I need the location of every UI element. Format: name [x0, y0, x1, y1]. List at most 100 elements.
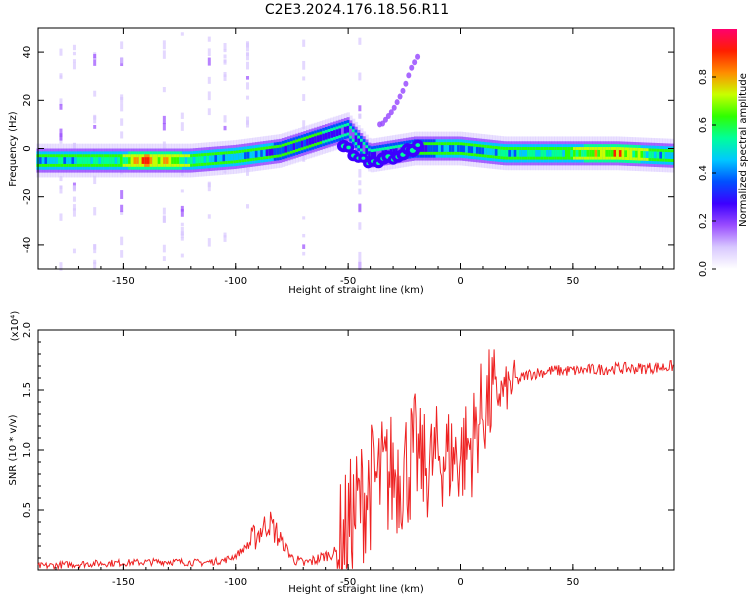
spectrogram-noise-cell: [223, 49, 227, 53]
spectrogram-band-cell: [241, 152, 245, 160]
spectrogram-noise-cell: [59, 133, 63, 141]
spectrogram-band-cell: [354, 135, 359, 143]
spectrogram-noise-cell: [93, 90, 97, 97]
spectrogram-band-cell: [284, 145, 288, 153]
spectrogram-noise-cell: [120, 94, 124, 100]
spectrogram-noise-cell: [180, 208, 184, 217]
spectrogram-band-cell: [368, 151, 372, 159]
spectrogram-band-cell: [435, 145, 439, 152]
spectrogram-noise-cell: [207, 182, 211, 192]
spectrogram-noise-cell: [162, 207, 166, 215]
spectrogram-band-cell: [427, 145, 431, 152]
spectrogram-band-cell: [217, 154, 221, 162]
spectrogram-noise-cell: [93, 57, 97, 66]
spectrogram-band-cell: [130, 157, 135, 164]
spectrogram-noise-cell: [302, 39, 306, 47]
spectrogram-branch-blob: [346, 145, 351, 150]
spectrogram-band-cell: [486, 148, 491, 155]
spectrogram-noise-cell: [358, 222, 362, 230]
spectrogram-y-tick-label: -20: [22, 189, 33, 205]
spectrogram-noise-cell: [59, 176, 63, 182]
spectrogram-noise-cell: [120, 190, 124, 199]
spectrogram-band-cell: [168, 157, 172, 164]
spectrogram-band-cell: [39, 157, 43, 164]
spectrogram-band-cell: [373, 151, 377, 159]
spectrogram-upper-trace: [397, 93, 403, 100]
spectrogram-band-cell: [208, 155, 213, 163]
spectrogram-noise-cell: [162, 244, 166, 253]
spectrogram-band-cell: [440, 145, 445, 152]
spectrogram-band-cell: [581, 149, 585, 157]
spectrogram-band-cell: [49, 157, 54, 164]
spectrogram-band-cell: [443, 145, 448, 152]
spectrogram-y-tick-label: -40: [22, 237, 33, 253]
spectrogram-band-cell: [41, 157, 46, 164]
spectrogram-band-cell: [71, 157, 75, 164]
spectrogram-band-cell: [543, 149, 547, 157]
spectrogram-upper-trace: [388, 109, 394, 116]
spectrogram-noise-cell: [358, 72, 362, 81]
spectrogram-band-cell: [136, 157, 140, 164]
spectrogram-noise-cell: [246, 42, 250, 52]
spectrogram-band-cell: [583, 149, 588, 157]
spectrogram-band-cell: [424, 145, 429, 152]
spectrogram-band-cell: [594, 149, 599, 157]
spectrogram-noise-cell: [59, 185, 63, 194]
spectrogram-noise-cell: [223, 43, 227, 51]
spectrogram-band-cell: [524, 149, 528, 157]
spectrogram-upper-trace: [385, 113, 391, 120]
spectrogram-band-cell: [268, 148, 272, 156]
spectrogram-noise-cell: [223, 54, 227, 59]
spectrogram-x-tick-label: 0: [457, 276, 463, 287]
spectrogram-band-cell: [635, 150, 639, 158]
spectrogram-noise-cell: [358, 251, 362, 260]
spectrogram-noise-cell: [72, 62, 76, 70]
spectrogram-noise-cell: [93, 114, 97, 124]
spectrogram-band-cell: [462, 145, 466, 153]
spectrogram-upper-trace: [406, 72, 412, 79]
spectrogram-band-cell: [84, 157, 89, 164]
spectrogram-band-cell: [157, 157, 162, 164]
spectrogram-y-tick-label: 40: [22, 46, 33, 59]
snr-x-axis: -150 -100 -50 0 50: [55, 330, 664, 588]
snr-x-tick-label: -150: [112, 577, 135, 588]
spectrogram-band-cell: [351, 132, 356, 139]
spectrogram-noise-cell: [302, 120, 306, 130]
spectrogram-band-cell: [179, 157, 183, 164]
spectrogram-band-cell: [111, 157, 116, 164]
spectrogram-band-cell: [591, 149, 596, 157]
spectrogram-band-cell: [128, 157, 132, 164]
spectrogram-noise-cell: [162, 50, 166, 59]
spectrogram-band-cell: [516, 149, 520, 157]
spectrogram-band-cell: [289, 144, 294, 151]
spectrogram-noise-cell: [59, 98, 63, 106]
spectrogram-band-cell: [165, 157, 170, 164]
spectrogram-noise-cell: [223, 59, 227, 63]
spectrogram-band-cell: [508, 149, 512, 157]
spectrogram-band-cell: [556, 149, 561, 157]
spectrogram-band-cell: [125, 157, 129, 164]
spectrogram-band-cell: [360, 141, 364, 149]
spectrogram-band-cell: [597, 149, 601, 157]
spectrogram-band-cell: [664, 152, 669, 159]
spectrogram-noise-cell: [120, 204, 124, 213]
spectrogram-noise-cell: [72, 248, 76, 254]
spectrogram-band-cell: [511, 149, 515, 157]
spectrogram-band-cell: [454, 145, 458, 152]
spectrogram-band-cell: [505, 149, 510, 157]
snr-panel: -150 -100 -50 0 50 0.5 1.0 1.5 2.0 Height of st…: [8, 311, 675, 595]
spectrogram-band-cell: [271, 148, 275, 156]
spectrogram-noise-cell: [246, 204, 250, 209]
snr-x-tick-label: 0: [457, 577, 463, 588]
spectrogram-band-cell: [608, 149, 612, 157]
snr-scale-label: (x10⁴): [10, 311, 21, 342]
spectrogram-noise-cell: [120, 56, 124, 64]
spectrogram-band-cell: [295, 142, 299, 150]
snr-y-tick-label: 1.5: [22, 382, 33, 398]
spectrogram-band-cell: [103, 157, 108, 164]
snr-y-axis: 0.5 1.0 1.5 2.0: [22, 322, 674, 559]
colorbar-tick-label: 0.0: [698, 261, 709, 277]
spectrogram-band-cell: [637, 150, 642, 158]
spectrogram-band-cell: [152, 157, 156, 164]
spectrogram-noise-cell: [59, 262, 63, 271]
